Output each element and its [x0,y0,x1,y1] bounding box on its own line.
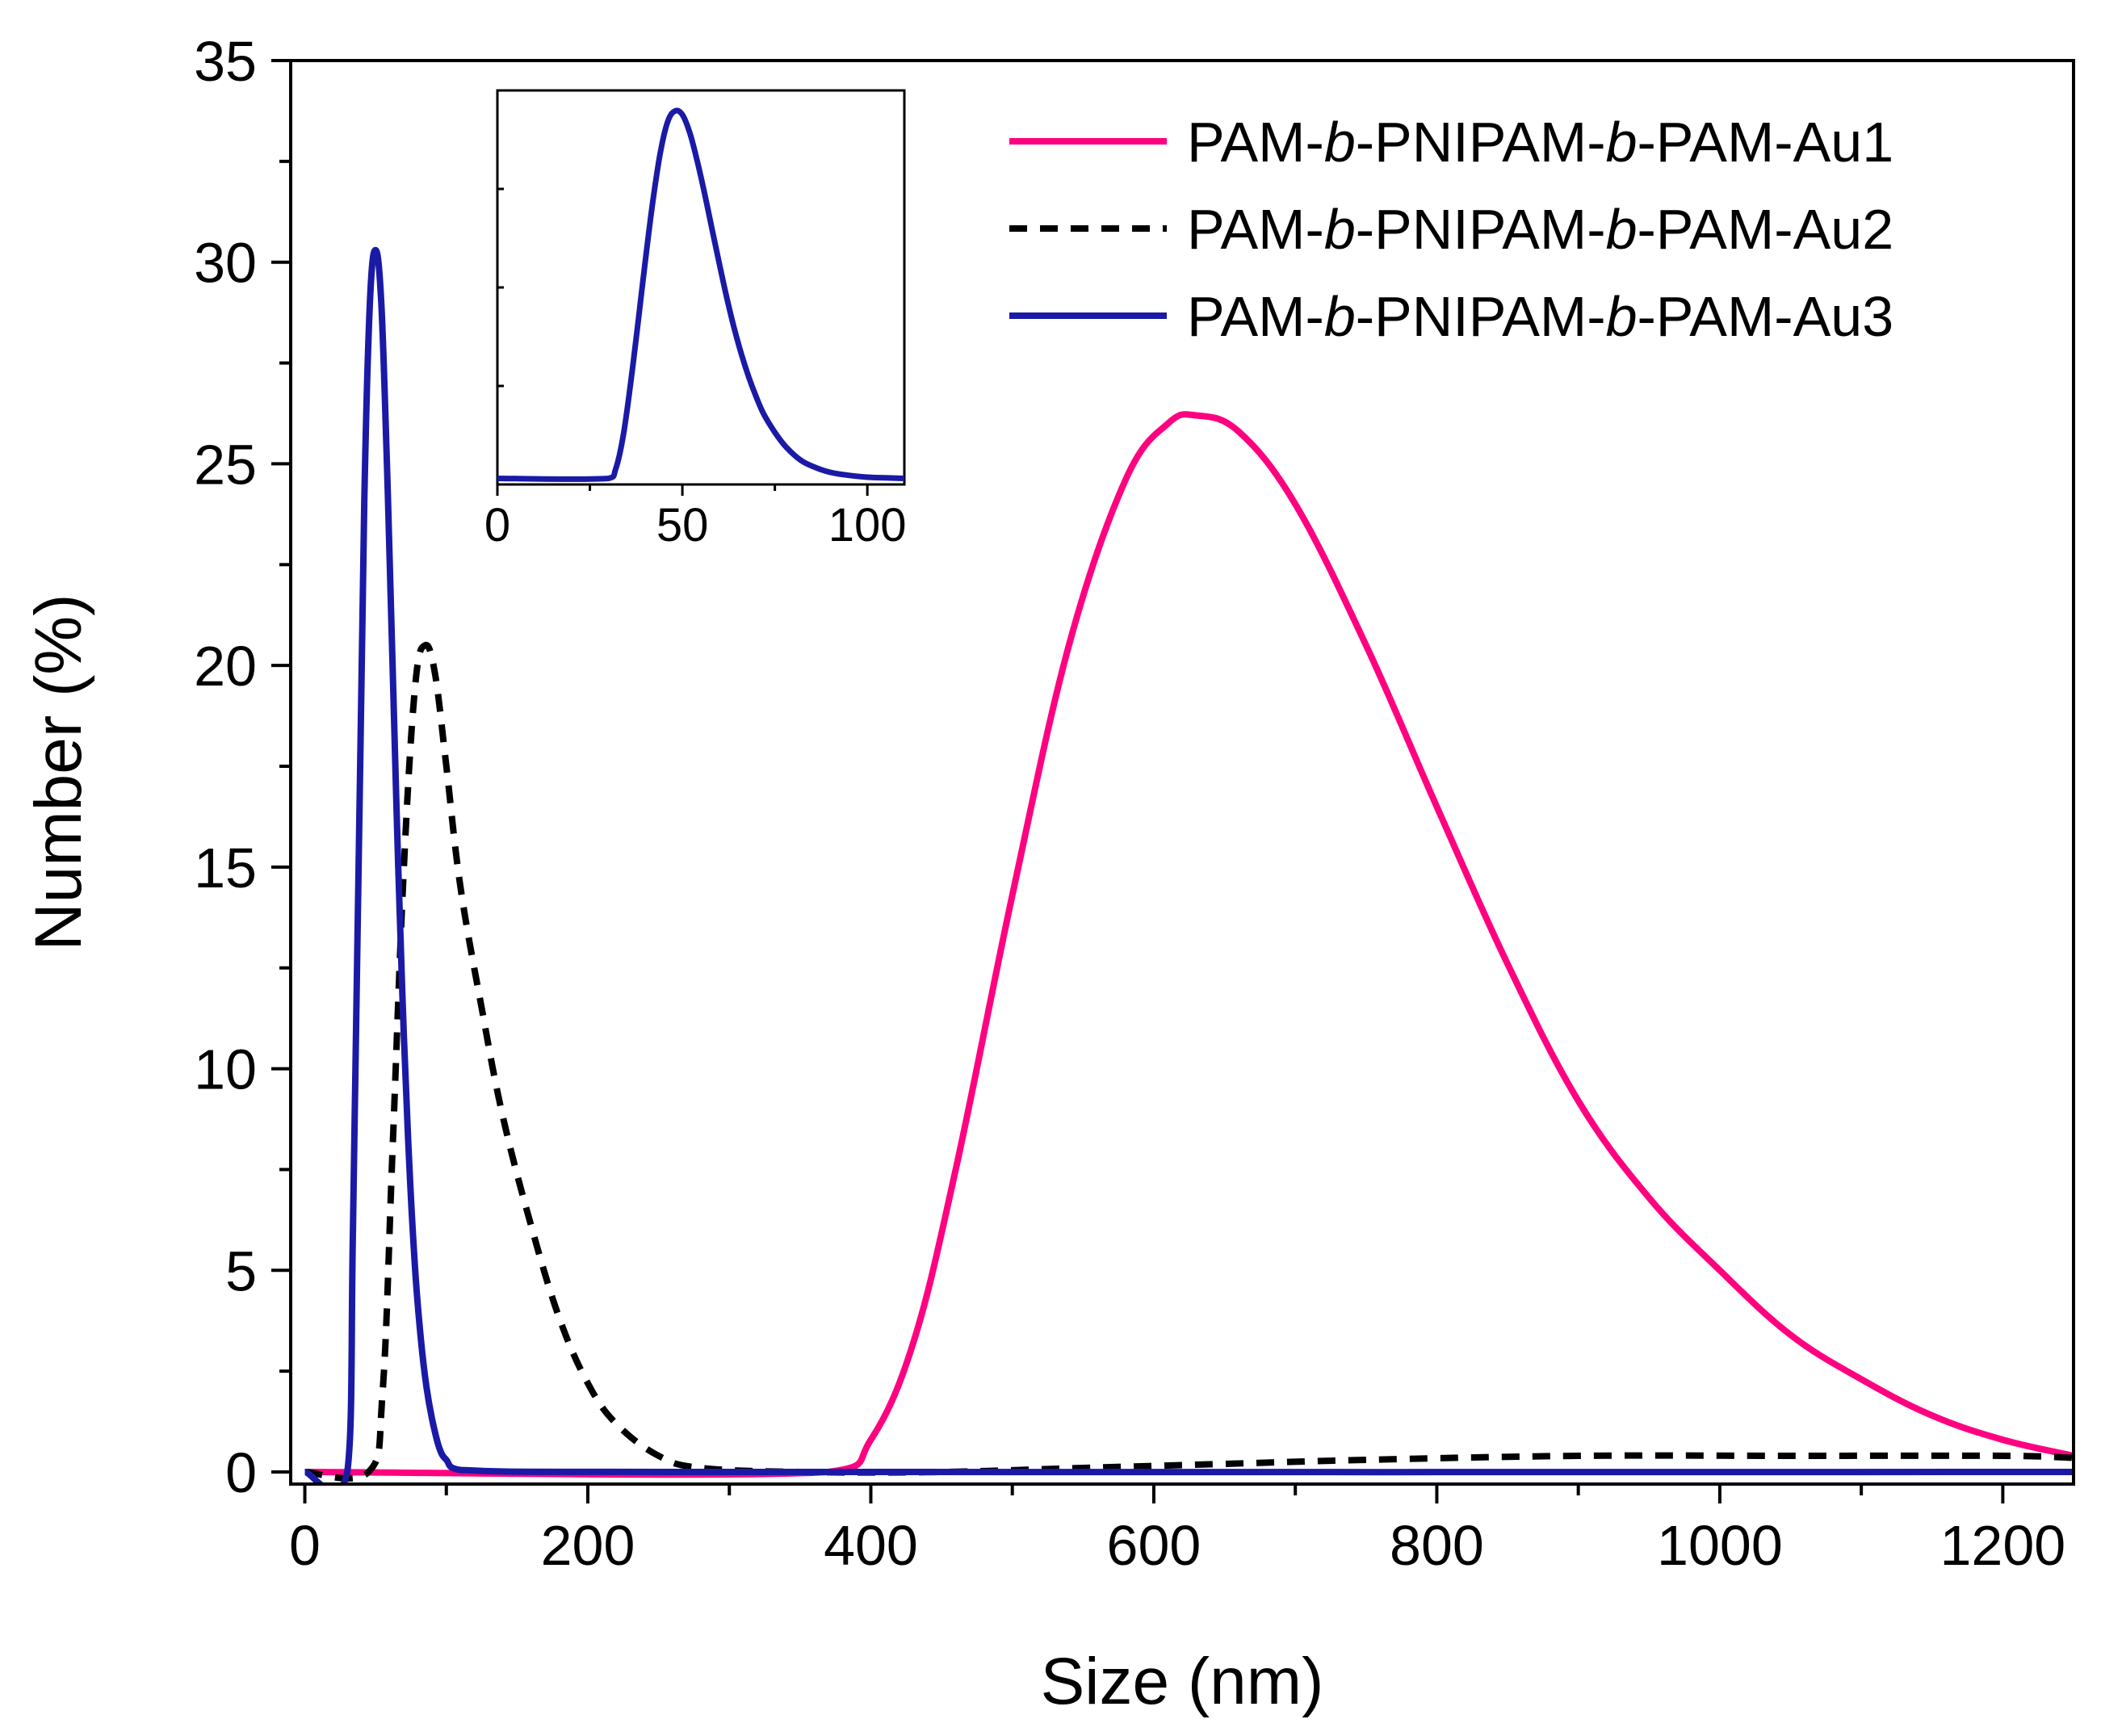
y-tick-label: 10 [194,1038,257,1101]
x-tick-label: 0 [289,1514,321,1577]
legend: PAM-b-PNIPAM-b-PAM-Au1 PAM-b-PNIPAM-b-PAM… [1009,111,1893,348]
inset-series-group [497,107,905,482]
inset-series-line-1 [497,107,905,482]
inset-x-tick-label: 100 [828,499,907,551]
y-tick-label: 20 [194,635,257,698]
inset-plot: 0 50 100 [484,89,907,551]
y-tick-label: 25 [194,433,257,496]
inset-x-tick-label: 50 [656,499,709,551]
x-tick-label: 400 [824,1514,918,1577]
series-line-1 [304,411,2074,1478]
series-line-3 [304,246,2074,1484]
main-plot-frame [289,59,2075,1486]
inset-plot-frame [496,89,906,486]
x-tick-label: 1200 [1940,1514,2066,1577]
x-axis-label: Size (nm) [1041,1645,1324,1718]
legend-label-2: PAM-b-PNIPAM-b-PAM-Au2 [1187,198,1893,261]
x-tick-label: 200 [541,1514,635,1577]
y-tick-label: 30 [194,232,257,295]
x-tick-label: 1000 [1657,1514,1783,1577]
y-tick-label: 5 [225,1239,257,1302]
inset-x-tick-label: 0 [484,499,510,551]
inset-axis-ticks: 0 50 100 [484,187,907,551]
x-tick-label: 800 [1390,1514,1484,1577]
legend-label-1: PAM-b-PNIPAM-b-PAM-Au1 [1187,111,1893,174]
main-series-group [304,246,2074,1484]
y-tick-label: 35 [194,30,257,93]
x-tick-label: 600 [1107,1514,1201,1577]
legend-label-3: PAM-b-PNIPAM-b-PAM-Au3 [1187,285,1893,348]
series-line-2 [304,641,2074,1482]
y-axis-label: Number (%) [22,594,95,951]
y-tick-label: 0 [225,1441,257,1504]
y-tick-label: 15 [194,837,257,899]
